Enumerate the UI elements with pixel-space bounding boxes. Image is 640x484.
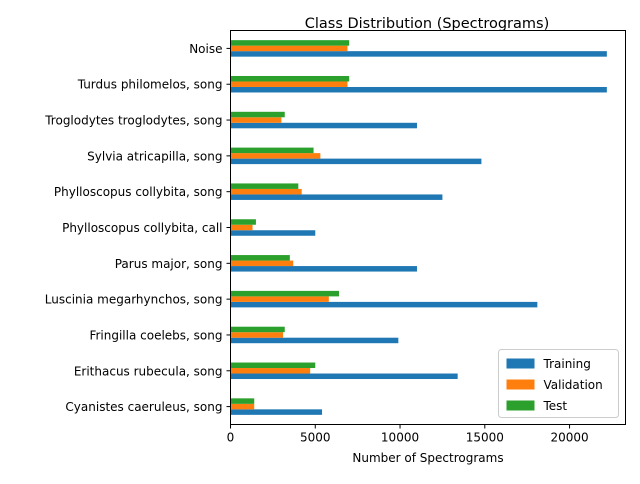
bars-group xyxy=(230,40,607,415)
x-tick-label-4: 20000 xyxy=(550,431,588,445)
bar-training-4 xyxy=(230,266,417,272)
bar-test-7 xyxy=(230,147,314,154)
bar-test-6 xyxy=(230,183,299,189)
y-tick-label-5: Phylloscopus collybita, call xyxy=(62,221,222,235)
legend-swatch-test xyxy=(506,400,535,411)
bar-training-6 xyxy=(230,194,443,200)
bar-validation-4 xyxy=(230,260,294,267)
x-axis: 0 5000 10000 15000 20000 xyxy=(227,424,589,445)
bar-training-7 xyxy=(230,158,482,165)
y-tick-label-10: Noise xyxy=(189,42,222,56)
bar-validation-8 xyxy=(230,117,282,123)
bar-test-3 xyxy=(230,290,339,297)
bar-validation-1 xyxy=(230,368,311,374)
bar-test-0 xyxy=(230,398,255,404)
bar-training-2 xyxy=(230,337,399,344)
bar-test-8 xyxy=(230,111,285,118)
bar-training-5 xyxy=(230,230,316,236)
legend-swatch-training xyxy=(506,358,535,369)
bar-validation-10 xyxy=(230,45,348,52)
x-tick-label-0: 0 xyxy=(227,431,235,445)
bar-validation-7 xyxy=(230,153,321,159)
bar-test-4 xyxy=(230,255,290,261)
bar-training-8 xyxy=(230,122,417,129)
y-tick-label-6: Phylloscopus collybita, song xyxy=(54,185,223,199)
legend-label-test: Test xyxy=(543,399,568,413)
bar-test-1 xyxy=(230,362,316,369)
bar-validation-0 xyxy=(230,403,255,410)
x-tick-label-1: 5000 xyxy=(300,431,331,445)
y-axis: Cyanistes caeruleus, song Erithacus rubec… xyxy=(44,42,231,414)
legend-label-training: Training xyxy=(543,357,591,371)
bar-validation-2 xyxy=(230,332,284,338)
bar-training-0 xyxy=(230,409,323,415)
x-axis-label: Number of Spectrograms xyxy=(352,451,503,465)
y-tick-label-1: Erithacus rubecula, song xyxy=(74,364,223,378)
y-tick-label-2: Fringilla coelebs, song xyxy=(89,328,222,342)
legend: Training Validation Test xyxy=(498,349,619,418)
y-tick-label-4: Parus major, song xyxy=(115,257,223,271)
bar-validation-5 xyxy=(230,224,253,231)
bar-training-9 xyxy=(230,86,607,93)
bar-test-9 xyxy=(230,75,350,82)
bar-test-10 xyxy=(230,40,350,46)
y-tick-label-9: Turdus philomelos, song xyxy=(77,78,223,92)
legend-label-validation: Validation xyxy=(544,378,603,392)
legend-swatch-validation xyxy=(506,379,535,390)
y-tick-label-3: Luscinia megarhynchos, song xyxy=(45,293,223,307)
bar-test-2 xyxy=(230,326,285,333)
chart-title: Class Distribution (Spectrograms) xyxy=(305,16,550,32)
bar-validation-6 xyxy=(230,188,302,195)
bar-training-1 xyxy=(230,373,458,380)
x-tick-label-3: 15000 xyxy=(466,431,504,445)
bar-validation-3 xyxy=(230,296,329,302)
y-tick-label-0: Cyanistes caeruleus, song xyxy=(65,400,222,414)
bar-training-3 xyxy=(230,301,538,308)
y-tick-label-8: Troglodytes troglodytes, song xyxy=(44,114,222,128)
bar-test-5 xyxy=(230,219,256,225)
bar-validation-9 xyxy=(230,81,348,87)
bar-training-10 xyxy=(230,51,607,57)
y-tick-label-7: Sylvia atricapilla, song xyxy=(87,149,222,163)
x-tick-label-2: 10000 xyxy=(381,431,419,445)
